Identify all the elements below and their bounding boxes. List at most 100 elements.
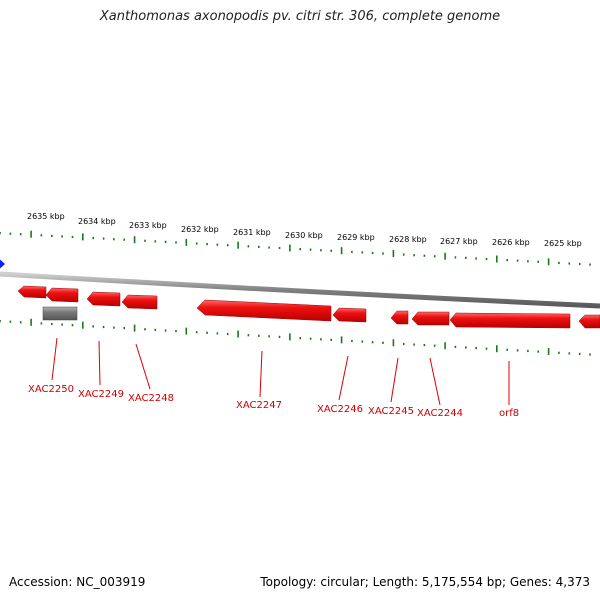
- scale-tick: [330, 338, 332, 341]
- scale-tick: [19, 233, 22, 236]
- scale-label[interactable]: 2628 kbp: [389, 235, 427, 244]
- genome-backbone: [0, 271, 600, 309]
- genome-summary-text: Topology: circular; Length: 5,175,554 bp…: [260, 575, 590, 589]
- scale-tick: [382, 252, 384, 255]
- scale-tick: [547, 348, 550, 356]
- scale-label[interactable]: 2626 kbp: [492, 238, 530, 247]
- scale-tick: [40, 322, 43, 325]
- gene-xac2250-feature[interactable]: [17, 285, 79, 303]
- scale-tick: [340, 247, 343, 255]
- scale-tick: [330, 249, 332, 252]
- gene-label-xac2250[interactable]: XAC2250: [28, 384, 74, 395]
- scale-tick: [216, 243, 219, 246]
- gene-xac2245-feature[interactable]: [390, 310, 409, 325]
- scale-tick: [496, 345, 498, 353]
- gene-xac2246-feature[interactable]: [332, 307, 367, 323]
- scale-tick: [247, 334, 250, 337]
- gene-label-xac2244[interactable]: XAC2244: [417, 408, 463, 419]
- scale-tick: [361, 251, 364, 254]
- scale-label[interactable]: 2635 kbp: [27, 212, 65, 221]
- scale-tick: [527, 349, 529, 353]
- scale-tick: [371, 341, 374, 344]
- scale-tick: [413, 343, 415, 346]
- origin-marker-icon: [0, 259, 5, 269]
- gene-xac2247-feature[interactable]: [196, 299, 332, 322]
- scale-label[interactable]: 2630 kbp: [285, 231, 323, 240]
- scale-tick: [309, 248, 312, 251]
- scale-tick: [133, 236, 136, 244]
- scale-label[interactable]: 2632 kbp: [181, 225, 219, 234]
- scale-tick: [9, 320, 12, 323]
- scale-tick: [340, 336, 343, 344]
- scale-tick: [475, 257, 477, 260]
- scale-tick: [547, 258, 550, 266]
- scale-label[interactable]: 2627 kbp: [440, 237, 478, 246]
- scale-tick: [123, 238, 125, 241]
- scale-tick: [589, 263, 591, 266]
- scale-tick: [465, 346, 467, 349]
- scale-tick: [19, 321, 22, 324]
- scale-label[interactable]: 2625 kbp: [544, 239, 582, 248]
- scale-label[interactable]: 2634 kbp: [78, 217, 116, 226]
- scale-tick: [289, 244, 291, 252]
- scale-tick: [9, 232, 12, 235]
- scale-tick: [102, 325, 105, 329]
- scale-tick: [299, 337, 301, 340]
- gene-label-xac2249[interactable]: XAC2249: [78, 389, 124, 400]
- scale-label[interactable]: 2633 kbp: [129, 221, 167, 230]
- scale-tick: [558, 351, 560, 354]
- scale-tick: [268, 335, 270, 338]
- scale-tick: [258, 334, 260, 337]
- scale-tick: [568, 262, 571, 265]
- scale-tick: [30, 318, 32, 326]
- scale-tick: [82, 233, 84, 241]
- scale-tick: [164, 240, 167, 243]
- scale-tick: [51, 234, 53, 237]
- gene-label-xac2248[interactable]: XAC2248: [128, 393, 174, 404]
- scale-tick: [578, 262, 581, 266]
- scale-tick: [433, 255, 436, 258]
- scale-tick: [506, 348, 508, 351]
- scale-tick: [175, 241, 177, 244]
- scale-tick: [475, 347, 477, 350]
- scale-tick: [154, 240, 157, 243]
- scale-tick: [568, 352, 571, 355]
- gene-partial-feature[interactable]: [578, 314, 600, 329]
- scale-tick: [226, 244, 229, 247]
- scale-tick: [268, 246, 270, 249]
- gene-xac2249-feature[interactable]: [86, 291, 121, 307]
- scale-tick: [444, 252, 446, 260]
- scale-tick: [61, 323, 63, 326]
- gene-label-orf8[interactable]: orf8: [499, 408, 519, 419]
- scale-tick: [361, 340, 364, 343]
- scale-tick: [465, 256, 467, 259]
- scale-tick: [309, 337, 312, 340]
- scale-tick: [496, 255, 498, 263]
- gene-xac2244-feature[interactable]: [411, 311, 450, 326]
- scale-tick: [0, 320, 1, 323]
- scale-tick: [206, 331, 208, 334]
- gene-xac2248-feature[interactable]: [121, 294, 158, 310]
- scale-ticks-outer: [0, 230, 591, 266]
- scale-tick: [258, 245, 260, 248]
- scale-tick: [351, 250, 353, 253]
- scale-tick: [537, 350, 539, 353]
- scale-tick: [454, 256, 457, 259]
- scale-label[interactable]: 2629 kbp: [337, 233, 375, 242]
- genome-title: Xanthomonas axonopodis pv. citri str. 30…: [99, 9, 501, 24]
- scale-tick: [516, 259, 519, 262]
- gene-label-xac2245[interactable]: XAC2245: [368, 406, 414, 417]
- gene-label-xac2247[interactable]: XAC2247: [236, 400, 282, 411]
- noncoding-feature[interactable]: [42, 306, 78, 321]
- scale-tick: [144, 328, 146, 331]
- gene-label-xac2246[interactable]: XAC2246: [317, 404, 363, 415]
- scale-label[interactable]: 2631 kbp: [233, 228, 271, 237]
- scale-tick: [0, 232, 1, 235]
- scale-tick: [485, 347, 488, 350]
- scale-tick: [185, 238, 188, 246]
- scale-tick: [454, 345, 457, 348]
- scale-tick: [433, 344, 436, 347]
- gene-orf8-feature[interactable]: [449, 312, 571, 329]
- scale-tick: [444, 342, 446, 350]
